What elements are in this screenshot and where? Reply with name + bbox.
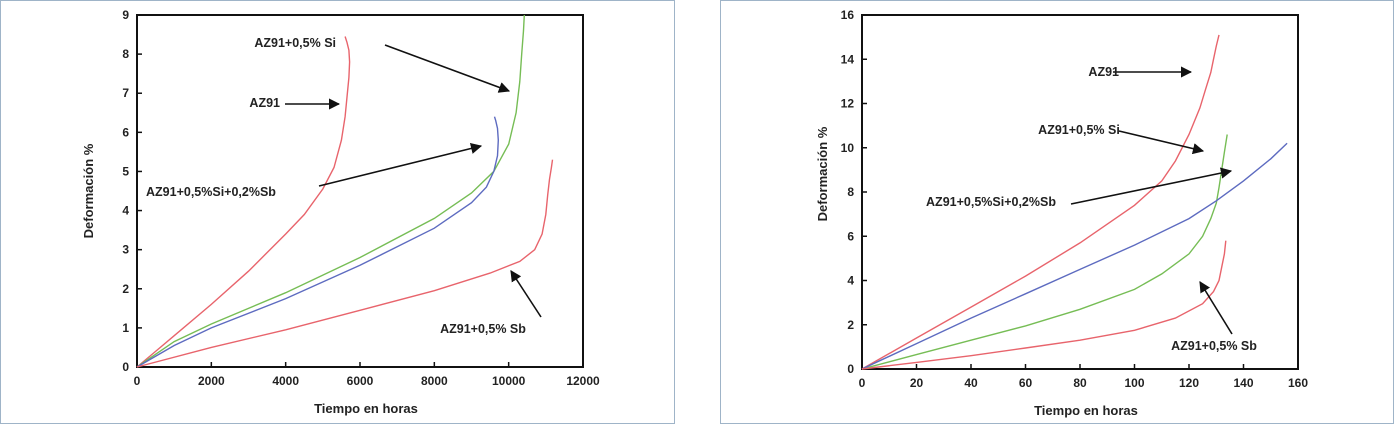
annotation-label: AZ91+0,5% Sb: [1171, 339, 1257, 353]
annotation-label: AZ91+0,5%Si+0,2%Sb: [926, 195, 1056, 209]
y-tick-label: 2: [122, 282, 129, 296]
x-tick-label: 2000: [198, 374, 225, 388]
y-tick-label: 7: [122, 86, 129, 100]
annotation-arrow: [1118, 130, 1205, 155]
y-tick-label: 8: [847, 185, 854, 199]
series-line-az91-0-5-sb: [136, 159, 554, 368]
x-tick-label: 140: [1233, 376, 1253, 390]
x-tick-label: 20: [910, 376, 924, 390]
x-tick-label: 6000: [347, 374, 374, 388]
y-tick-label: 1: [122, 321, 129, 335]
y-axis-title: Deformación %: [815, 126, 830, 221]
x-tick-label: 40: [964, 376, 978, 390]
series-line-az91-0-5-si-0-2-sb: [136, 116, 500, 368]
annotation-label: AZ91: [1088, 65, 1119, 79]
x-tick-label: 100: [1124, 376, 1144, 390]
creep-chart-left: 0 1 2 3 4 5 6 7 8 9 0 2000 4000 6000 8000 10000 12000 Tie…: [81, 8, 600, 416]
y-tick-label: 6: [122, 125, 129, 139]
y-tick-label: 14: [841, 52, 855, 66]
y-axis-title: Deformación %: [81, 143, 96, 238]
annotation-arrow: [510, 270, 542, 318]
y-tick-label: 16: [841, 8, 855, 22]
x-tick-label: 4000: [272, 374, 299, 388]
y-tick-label: 6: [847, 229, 854, 243]
annotation-label: AZ91+0,5%Si+0,2%Sb: [146, 185, 276, 199]
chart-panel-left: 0 1 2 3 4 5 6 7 8 9 0 2000 4000 6000 8000 10000 12000 Tie…: [0, 0, 675, 424]
y-tick-label: 0: [847, 362, 854, 376]
y-tick-label: 0: [122, 360, 129, 374]
series-line-az91-0-5-si: [136, 14, 525, 368]
annotation-arrow: [1199, 281, 1233, 335]
y-tick-label: 3: [122, 243, 129, 257]
x-tick-label: 60: [1019, 376, 1033, 390]
annotation-arrow: [318, 142, 483, 187]
x-tick-label: 12000: [566, 374, 600, 388]
x-axis-title: Tiempo en horas: [1034, 403, 1138, 418]
annotation-label: AZ91: [249, 96, 280, 110]
y-tick-label: 5: [122, 164, 129, 178]
annotation-label: AZ91+0,5% Si: [254, 36, 336, 50]
series-line-az91-0-5-sb: [861, 240, 1227, 370]
series-line-az91-0-5-si: [861, 134, 1228, 370]
annotation-arrow: [1070, 167, 1233, 205]
series-line-az91: [861, 34, 1220, 370]
y-tick-label: 12: [841, 97, 855, 111]
annotation-label: AZ91+0,5% Sb: [440, 322, 526, 336]
x-tick-label: 120: [1179, 376, 1199, 390]
y-tick-label: 8: [122, 47, 129, 61]
y-tick-label: 4: [847, 274, 854, 288]
x-tick-label: 80: [1073, 376, 1087, 390]
x-tick-label: 10000: [492, 374, 526, 388]
y-tick-label: 10: [841, 141, 855, 155]
x-tick-label: 0: [859, 376, 866, 390]
annotation-arrow: [384, 44, 511, 93]
chart-panel-right: 0 2 4 6 8 10 12 14 16 0 20 40 60 80 100 120 140 160 Tiempo…: [720, 0, 1394, 424]
y-tick-label: 9: [122, 8, 129, 22]
series-line-az91: [136, 36, 351, 368]
x-tick-label: 8000: [421, 374, 448, 388]
series-line-az91-0-5-si-0-2-sb: [861, 142, 1288, 370]
x-tick-label: 160: [1288, 376, 1308, 390]
annotation-label: AZ91+0,5% Si: [1038, 123, 1120, 137]
x-tick-label: 0: [134, 374, 141, 388]
y-tick-label: 4: [122, 204, 129, 218]
y-tick-label: 2: [847, 318, 854, 332]
x-axis-title: Tiempo en horas: [314, 401, 418, 416]
plot-frame: [861, 14, 1299, 370]
